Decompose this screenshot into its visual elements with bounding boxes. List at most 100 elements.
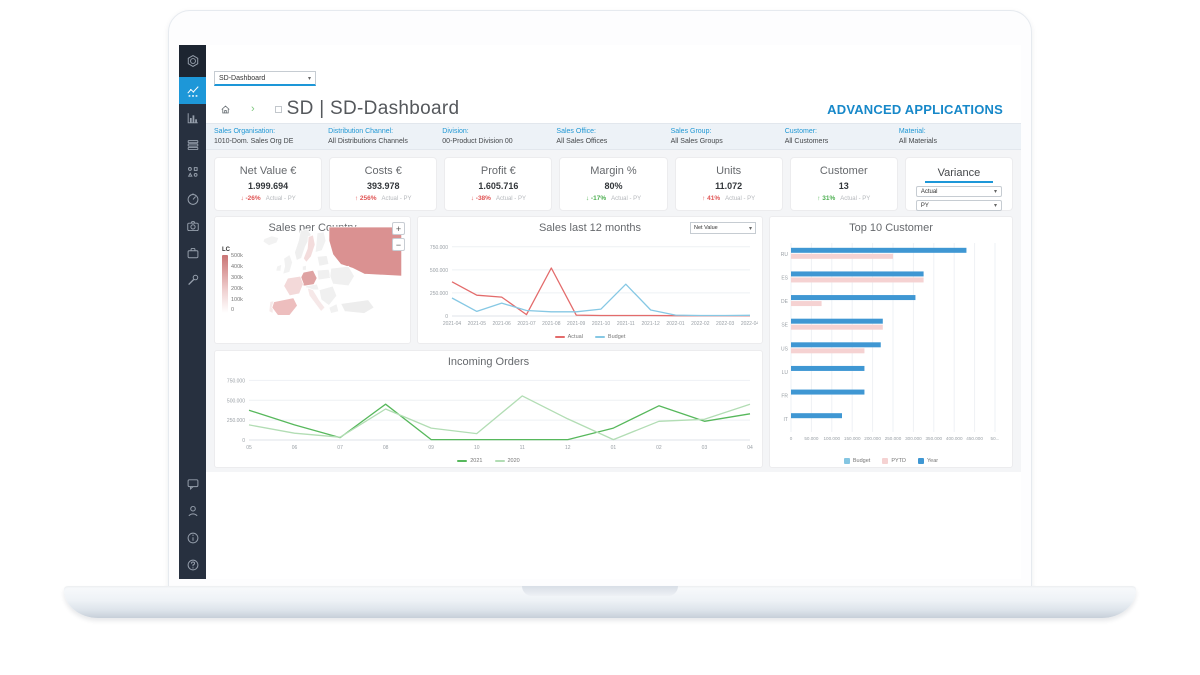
svg-text:0: 0 — [445, 314, 448, 320]
svg-text:11: 11 — [520, 445, 525, 451]
svg-text:2022-03: 2022-03 — [716, 321, 735, 327]
sidebar-item-rows[interactable] — [179, 131, 206, 158]
svg-text:10: 10 — [474, 445, 480, 451]
sidebar-item-bar-chart[interactable] — [179, 104, 206, 131]
filter-item[interactable]: Customer: All Customers — [785, 127, 899, 147]
kpi-delta: ↑ 41% Actual - PY — [676, 195, 782, 202]
dashboard-body: Net Value €1.999.694 ↓ -26% Actual - PY Cos… — [206, 150, 1021, 472]
measure-select[interactable]: Net Value ▾ — [690, 222, 756, 234]
filter-bar: Sales Organisation: 1010-Dom. Sales Org D… — [206, 123, 1021, 150]
sales-12-title: Sales last 12 months — [538, 222, 642, 234]
chevron-down-icon: ▾ — [307, 75, 311, 82]
europe-map[interactable] — [243, 225, 407, 341]
legend-item-budget[interactable]: Budget — [594, 334, 625, 340]
filter-value: All Sales Groups — [670, 137, 723, 145]
measure-select-value: Net Value — [694, 225, 718, 231]
sidebar-item-case[interactable] — [179, 239, 206, 266]
filter-item[interactable]: Sales Organisation: 1010-Dom. Sales Org D… — [214, 127, 328, 147]
kpi-value: 11.072 — [715, 181, 743, 191]
sidebar-item-analytics[interactable] — [179, 77, 206, 104]
map-legend-ticks: 500k 400k 300k 200k 100k 0 — [231, 253, 243, 314]
chat-icon — [187, 478, 198, 490]
kpi-card[interactable]: Units 11.072 ↑ 41% Actual - PY — [674, 157, 783, 211]
legend-swatch — [457, 460, 468, 462]
legend-item-2020[interactable]: 2020 — [494, 458, 520, 464]
page-title: SD | SD-Dashboard — [286, 98, 460, 119]
legend-item-budget[interactable]: Budget — [843, 458, 870, 464]
dashboard-select[interactable]: SD-Dashboard ▾ — [214, 71, 316, 86]
legend-item-year[interactable]: Year — [917, 458, 938, 464]
svg-text:DE: DE — [781, 299, 789, 305]
sidebar-item-chat[interactable] — [179, 470, 206, 497]
svg-text:50...: 50... — [991, 436, 1000, 441]
catalog-icon — [187, 166, 198, 177]
kpi-card[interactable]: Customer 13 ↑ 31% Actual - PY — [789, 157, 898, 211]
kpi-title: Customer — [819, 165, 868, 177]
svg-text:2022-04: 2022-04 — [741, 321, 758, 327]
svg-text:FR: FR — [781, 394, 788, 400]
svg-text:IT: IT — [784, 417, 788, 423]
filter-label: Material: — [898, 127, 926, 135]
rows-icon — [187, 139, 198, 150]
svg-text:200.000: 200.000 — [864, 436, 881, 441]
sidebar-item-help[interactable] — [179, 551, 206, 578]
legend-item-pytd[interactable]: PYTD — [882, 458, 906, 464]
filter-item[interactable]: Distribution Channel: All Distributions C… — [328, 127, 442, 147]
filter-label: Customer: — [784, 127, 817, 135]
legend-label: PYTD — [891, 458, 906, 464]
home-icon[interactable] — [220, 104, 231, 115]
filter-item[interactable]: Material: All Materials — [899, 127, 1013, 147]
kpi-card[interactable]: Net Value € 1.999.694 ↓ -26% Actual - PY — [214, 157, 323, 211]
kpi-delta-percent: -38% — [475, 195, 491, 202]
sidebar-item-camera[interactable] — [179, 212, 206, 239]
svg-text:07: 07 — [337, 445, 343, 451]
filter-value: All Distributions Channels — [328, 137, 408, 145]
kpi-delta: ↑ 31% Actual - PY — [791, 195, 897, 202]
dashboard-select-value: SD-Dashboard — [219, 74, 266, 82]
sidebar-top-icons — [179, 45, 206, 293]
sidebar-item-wrench[interactable] — [179, 266, 206, 293]
legend-swatch — [594, 336, 605, 338]
variance-card[interactable]: Variance Actual ▾ PY ▾ — [904, 157, 1013, 211]
filter-item[interactable]: Sales Group: All Sales Groups — [671, 127, 785, 147]
legend-label: Actual — [567, 334, 583, 340]
kpi-card[interactable]: Costs € 393.978 ↑ 256% Actual - PY — [329, 157, 438, 211]
sales-per-country-card: Sales per Country LC 500k 400k 300k 200k 100… — [214, 216, 411, 344]
filter-label: Sales Group: — [670, 127, 712, 135]
filter-value: 1010-Dom. Sales Org DE — [214, 137, 294, 145]
kpi-card[interactable]: Profit € 1.605.716 ↓ -38% Actual - PY — [444, 157, 553, 211]
kpi-value: 393.978 — [366, 181, 400, 191]
legend-item-2021[interactable]: 2021 — [457, 458, 483, 464]
map-zoom-out-button[interactable]: − — [392, 238, 405, 251]
svg-text:2021-10: 2021-10 — [592, 321, 611, 327]
kpi-delta: ↓ -17% Actual - PY — [560, 195, 666, 202]
sales-12-chart[interactable]: 0 250.000 500.000 750.000 2021-04 2021-05 2021… — [422, 239, 759, 329]
svg-text:250.000: 250.000 — [227, 418, 245, 424]
sidebar-item-speedometer[interactable] — [179, 185, 206, 212]
map-zoom-in-button[interactable]: + — [392, 222, 405, 235]
filter-item[interactable]: Division: 00-Product Division 00 — [442, 127, 556, 147]
legend-item-actual[interactable]: Actual — [554, 334, 583, 340]
user-icon — [187, 505, 198, 516]
sidebar-item-info[interactable] — [179, 524, 206, 551]
incoming-orders-chart[interactable]: 0 250.000 500.000 750.000 05 06 07 08 09 10 11 12 01… — [219, 373, 758, 453]
svg-text:500.000: 500.000 — [430, 268, 448, 274]
filter-label: Sales Office: — [556, 127, 596, 135]
sidebar-item-user[interactable] — [179, 497, 206, 524]
camera-icon — [186, 220, 199, 231]
up-arrow-icon: ↑ — [354, 195, 360, 202]
analytics-icon — [186, 85, 199, 97]
sidebar-item-hex-nut[interactable] — [179, 45, 206, 77]
variance-select-actual[interactable]: Actual ▾ — [915, 186, 1002, 197]
top10-customer-card: Top 10 Customer 0 50.000 100.000 150.000 200… — [769, 216, 1013, 468]
kpi-delta-note: Actual - PY — [495, 196, 526, 202]
svg-text:02: 02 — [656, 445, 662, 451]
map-legend-tick: 400k — [231, 263, 243, 270]
top10-chart[interactable]: 0 50.000 100.000 150.000 200.000 250.000 300.0… — [776, 241, 1008, 443]
kpi-card[interactable]: Margin % 80% ↓ -17% Actual - PY — [559, 157, 668, 211]
sidebar-item-catalog[interactable] — [179, 158, 206, 185]
filter-item[interactable]: Sales Office: All Sales Offices — [556, 127, 670, 147]
variance-select-py[interactable]: PY ▾ — [915, 200, 1002, 211]
kpi-value: 80% — [604, 181, 623, 191]
chevron-down-icon: ▾ — [748, 225, 752, 232]
